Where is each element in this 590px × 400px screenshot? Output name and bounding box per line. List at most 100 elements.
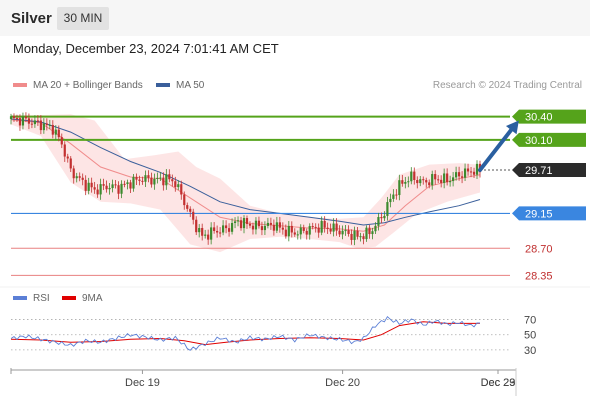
candle-body [183, 194, 186, 206]
candle-body [21, 116, 25, 126]
x-tick-label: Dec 19 [125, 377, 160, 389]
level-label-box [512, 163, 586, 178]
candle-body [141, 180, 144, 182]
legend-9ma-label: 9MA [82, 293, 103, 304]
candle-body [287, 225, 290, 237]
candle-body [84, 179, 87, 191]
candle-body [356, 230, 359, 237]
level-label: 29.71 [525, 165, 553, 177]
candle-body [278, 222, 281, 228]
level-label: 28.70 [525, 243, 553, 255]
x-tick-label: Dec 20 [325, 377, 360, 389]
candle-body [257, 220, 261, 227]
level-label-box [512, 206, 586, 221]
candle-body [216, 230, 219, 233]
candle-body [401, 180, 404, 184]
level-label: 30.40 [525, 112, 553, 124]
candle-body [102, 184, 105, 186]
candle-body [171, 179, 174, 182]
candle-body [168, 174, 171, 180]
candle-body [443, 173, 446, 183]
candle-body [96, 189, 99, 195]
rsi-tick-label: 70 [524, 315, 536, 327]
candle-body [299, 227, 302, 235]
candle-body [99, 184, 102, 195]
ma20-swatch [13, 83, 27, 88]
candle-body [374, 225, 377, 232]
candle-body [353, 230, 356, 240]
rsi-line [10, 316, 480, 351]
candle-body [431, 174, 434, 186]
candle-body [165, 174, 168, 186]
candle-body [219, 232, 222, 234]
candle-body [386, 202, 389, 216]
candle-body [419, 179, 422, 184]
ma50-line [10, 118, 481, 226]
x-tick-label: Dec 23 [481, 377, 516, 389]
candle-body [472, 171, 476, 175]
candle-body [395, 194, 398, 196]
candle-body [413, 171, 416, 180]
candle-body [293, 232, 296, 235]
candle-body [466, 168, 470, 172]
candle-body [78, 176, 81, 178]
candle-body [404, 182, 407, 184]
candle-body [389, 198, 392, 203]
candle-body [308, 226, 311, 235]
candle-body [210, 227, 213, 240]
candle-body [54, 129, 57, 135]
candle-body [347, 230, 350, 234]
candle-body [27, 118, 31, 124]
candle-body [221, 225, 225, 233]
candle-body [362, 236, 365, 240]
candle-body [266, 222, 270, 226]
level-label: 28.35 [525, 270, 553, 282]
candle-body [463, 168, 467, 178]
candle-body [371, 231, 374, 235]
candle-body [251, 225, 255, 230]
candle-body [63, 144, 66, 157]
candle-body [39, 120, 42, 131]
candle-body [105, 185, 108, 190]
candle-body [153, 178, 156, 185]
level-label: 29.15 [525, 208, 553, 220]
candle-body [213, 227, 216, 231]
candle-body [422, 179, 425, 181]
candle-body [263, 225, 267, 231]
candle-body [284, 229, 287, 237]
candle-body [437, 179, 440, 181]
candle-body [204, 234, 207, 236]
candle-body [272, 224, 275, 231]
candle-body [9, 116, 13, 119]
rsi-tick-label: 30 [524, 345, 536, 357]
candle-body [365, 227, 368, 240]
datetime-label: Monday, December 23, 2024 7:01:41 AM CET [13, 41, 279, 56]
candle-body [407, 181, 410, 183]
timeframe-button[interactable]: 30 MIN [57, 7, 109, 30]
candle-body [380, 217, 383, 219]
candle-body [248, 223, 252, 226]
candle-body [192, 211, 195, 220]
candle-body [338, 230, 341, 235]
candle-body [69, 158, 72, 169]
candle-body [117, 185, 120, 194]
candle-body [239, 220, 243, 229]
candle-body [57, 129, 60, 138]
candle-body [469, 171, 473, 173]
candle-body [147, 175, 150, 178]
candle-body [156, 177, 159, 179]
legend-ma20: MA 20 + Bollinger Bands [13, 80, 143, 91]
candle-body [452, 177, 455, 182]
candle-body [150, 177, 153, 185]
candle-body [123, 183, 126, 185]
projection-arrow-head [505, 120, 519, 135]
candle-body [440, 179, 443, 183]
candle-body [111, 184, 114, 189]
candle-body [180, 184, 183, 195]
candle-body [332, 223, 335, 232]
rsi-ma9-line [10, 321, 480, 346]
candle-body [144, 175, 147, 182]
candle-body [120, 183, 123, 194]
candle-body [335, 223, 338, 231]
